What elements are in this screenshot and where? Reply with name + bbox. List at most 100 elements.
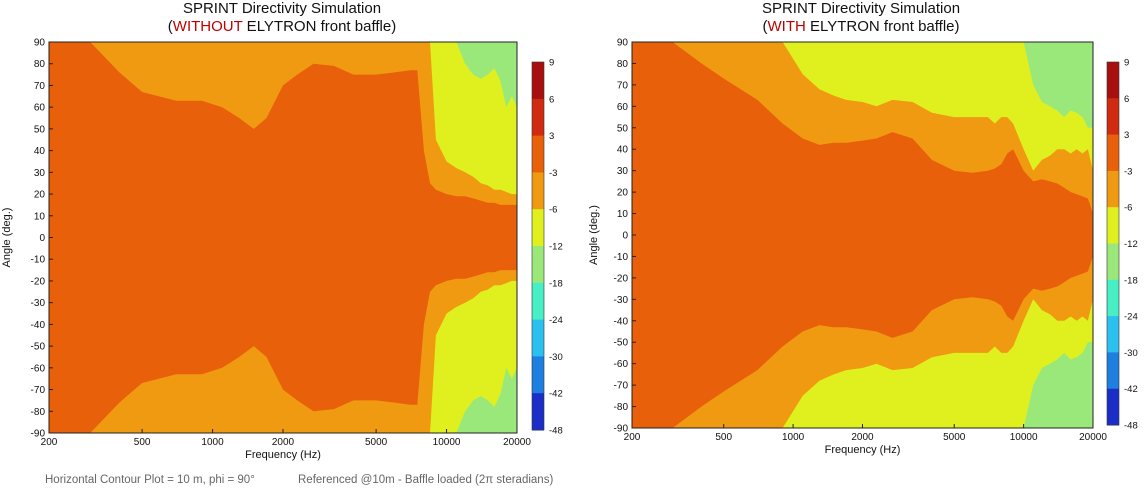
y-tick-label: 30 — [617, 166, 629, 177]
colorbar-label: -24 — [549, 315, 563, 326]
x-tick-label: 2000 — [851, 432, 874, 443]
colorbar-segment — [1107, 207, 1119, 244]
x-tick-label: 500 — [715, 432, 732, 443]
y-tick-label: 90 — [34, 38, 46, 49]
y-tick-label: -60 — [614, 359, 629, 370]
colorbar-label: -24 — [1124, 312, 1138, 323]
colorbar-label: -18 — [1124, 275, 1138, 286]
colorbar-frame — [531, 61, 545, 431]
chart-title-right: SPRINT Directivity Simulation (WITH ELYT… — [711, 0, 1011, 36]
x-tick-label: 200 — [41, 437, 58, 448]
y-tick-label: 0 — [622, 231, 628, 242]
colorbar-segment — [1107, 388, 1119, 426]
y-tick-label: -90 — [31, 429, 46, 440]
y-tick-label: 10 — [34, 211, 46, 222]
chart-panel-1: 90 80 70 60 50 40 30 20 10 0 -10 -20 -30 -40 -50 -60 -70… — [588, 38, 1138, 457]
y-tick-label: 10 — [617, 209, 629, 220]
x-tick-label: 10000 — [433, 437, 461, 448]
colorbar-segment — [532, 135, 544, 173]
colorbar-label: 3 — [549, 131, 554, 142]
colorbar-segment — [1107, 98, 1119, 136]
x-tick-label: 20000 — [503, 437, 531, 448]
colorbar-label: -42 — [549, 389, 563, 400]
colorbar-segment — [1107, 134, 1119, 172]
y-tick-label: 20 — [34, 190, 46, 201]
chart-title-left: SPRINT Directivity Simulation (WITHOUT E… — [132, 0, 432, 36]
y-tick-label: 20 — [617, 188, 629, 199]
colorbar-label: 9 — [1124, 58, 1129, 69]
colorbar-segment — [532, 172, 544, 210]
y-tick-label: 0 — [39, 233, 45, 244]
y-tick-label: -10 — [614, 252, 629, 263]
chart-panel-0: 90 80 70 60 50 40 30 20 10 0 -10 -20 -30 -40 -50 -60 -70… — [1, 38, 563, 462]
colorbar-segment — [1107, 352, 1119, 390]
x-tick-label: 1000 — [201, 437, 224, 448]
colorbar-label: 6 — [1124, 94, 1129, 105]
colorbar-segment — [532, 209, 544, 247]
colorbar-label: -30 — [549, 352, 563, 363]
x-tick-label: 5000 — [943, 432, 966, 443]
colorbar-label: 3 — [1124, 130, 1129, 141]
y-tick-label: 40 — [617, 145, 629, 156]
y-tick-label: -90 — [614, 424, 629, 435]
y-tick-label: 70 — [617, 80, 629, 91]
colorbar-label: -6 — [549, 205, 557, 216]
colorbar-label: 9 — [549, 58, 554, 69]
colorbar-segment — [1107, 62, 1119, 99]
colorbar-segment — [532, 62, 544, 100]
y-tick-label: -50 — [614, 338, 629, 349]
footer-right-note: Referenced @10m - Baffle loaded (2π ster… — [298, 474, 554, 486]
contour-region-minus3-to-plus3 — [632, 42, 1093, 428]
colorbar-segment — [1107, 316, 1119, 353]
colorbar-label: -48 — [1124, 421, 1138, 432]
y-axis-label: Angle (deg.) — [588, 205, 600, 265]
colorbar-segment — [1107, 279, 1119, 317]
y-tick-label: -70 — [31, 385, 46, 396]
colorbar-label: -12 — [1124, 239, 1138, 250]
x-tick-label: 200 — [624, 432, 641, 443]
y-tick-label: -40 — [614, 316, 629, 327]
colorbar-label: -3 — [1124, 166, 1132, 177]
y-tick-label: -40 — [31, 320, 46, 331]
colorbar-label: -18 — [549, 278, 563, 289]
x-tick-label: 500 — [134, 437, 151, 448]
y-tick-label: 50 — [617, 123, 629, 134]
y-tick-label: 60 — [617, 102, 629, 113]
footer-left-note: Horizontal Contour Plot = 10 m, phi = 90… — [45, 474, 255, 486]
x-tick-label: 2000 — [272, 437, 295, 448]
y-tick-label: -80 — [31, 407, 46, 418]
y-tick-label: 80 — [34, 59, 46, 70]
x-tick-label: 5000 — [365, 437, 388, 448]
chart-title-right-line1: SPRINT Directivity Simulation — [761, 0, 961, 17]
colorbar-segment — [532, 356, 544, 394]
x-tick-label: 20000 — [1079, 432, 1107, 443]
title-highlight-with: WITH — [767, 18, 806, 35]
chart-title-left-line2: (WITHOUT ELYTRON front baffle) — [167, 18, 397, 35]
y-tick-label: -20 — [614, 273, 629, 284]
x-tick-label: 1000 — [782, 432, 805, 443]
colorbar-segment — [532, 98, 544, 137]
y-tick-label: -10 — [31, 255, 46, 266]
colorbar-segment — [532, 282, 544, 321]
y-tick-label: -60 — [31, 363, 46, 374]
y-tick-label: 60 — [34, 103, 46, 114]
colorbar-label: -12 — [549, 242, 563, 253]
y-tick-label: -20 — [31, 276, 46, 287]
colorbar-label: -30 — [1124, 348, 1138, 359]
colorbar-label: -6 — [1124, 203, 1132, 214]
colorbar-label: -42 — [1124, 384, 1138, 395]
colorbar-label: -3 — [549, 168, 557, 179]
colorbar-segment — [1107, 243, 1119, 281]
y-tick-label: -30 — [614, 295, 629, 306]
colorbar-segment — [532, 393, 544, 431]
y-tick-label: -30 — [31, 298, 46, 309]
colorbar-segment — [532, 246, 544, 284]
x-tick-label: 10000 — [1010, 432, 1038, 443]
y-tick-label: 40 — [34, 146, 46, 157]
chart-title-right-line2: (WITH ELYTRON front baffle) — [762, 18, 960, 35]
y-tick-label: 70 — [34, 81, 46, 92]
title-highlight-without: WITHOUT — [172, 18, 243, 35]
colorbar-label: -48 — [549, 426, 563, 437]
y-axis-label: Angle (deg.) — [1, 208, 13, 268]
